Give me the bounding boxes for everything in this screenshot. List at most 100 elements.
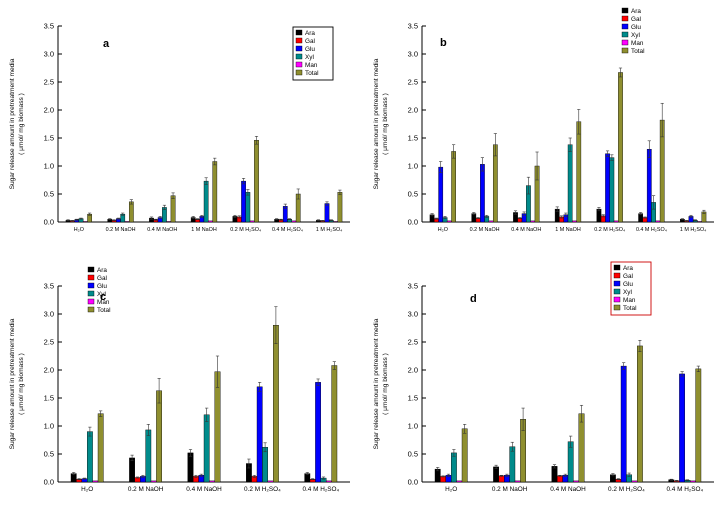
legend-label-man: Man: [305, 62, 318, 69]
bar-man: [573, 480, 579, 483]
legend-swatch-total: [621, 47, 629, 54]
bar-man: [208, 220, 213, 223]
y-tick-label: 0.0: [44, 218, 54, 227]
chart-svg-d: 0.0 0.5 1.0 1.5 2.0 2.5 3.0 3.5 H₂O 0.2 M NaOH 0.4…: [373, 261, 714, 493]
bar-glu: [646, 148, 652, 223]
y-tick-label: 2.0: [408, 106, 418, 115]
bar-xyl: [450, 452, 457, 483]
x-tick-label: 0.4 M H₂SO₄: [272, 227, 303, 233]
legend-label-xyl: Xyl: [631, 32, 640, 39]
bar-man: [150, 480, 157, 483]
legend-swatch-total: [295, 69, 303, 76]
x-tick-label: 0.2 M NaOH: [492, 486, 528, 493]
legend-label-total: Total: [623, 305, 637, 312]
legend-label-total: Total: [305, 70, 319, 77]
bar-xyl: [86, 431, 93, 483]
bar-man: [631, 480, 638, 483]
bar-ara: [551, 466, 558, 483]
bar-xyl: [145, 429, 152, 483]
bar-total: [337, 192, 343, 223]
y-axis-title: Sugar release amount in pretreatment med…: [9, 58, 16, 189]
legend-label-total: Total: [97, 307, 111, 314]
legend-swatch-gal: [613, 272, 621, 279]
legend-swatch-man: [613, 296, 621, 303]
y-tick-label: 3.5: [44, 282, 54, 291]
bar-man: [446, 220, 452, 223]
y-tick-label: 0.0: [408, 218, 418, 227]
bar-glu: [679, 373, 685, 483]
y-tick-label: 3.0: [44, 50, 54, 59]
legend-label-gal: Gal: [305, 38, 315, 45]
bar-xyl: [609, 157, 615, 223]
x-tick-label: 0.4 M NaOH: [147, 227, 177, 233]
bar-total: [331, 365, 338, 483]
x-tick-label: 0.4 M NaOH: [550, 486, 586, 493]
bar-man: [92, 480, 99, 483]
bar-ara: [493, 466, 499, 483]
x-tick-label: H₂O: [438, 227, 448, 233]
y-tick-label: 3.0: [408, 50, 418, 59]
bar-total: [156, 390, 162, 483]
bar-xyl: [203, 414, 210, 483]
legend-swatch-ara: [621, 7, 629, 14]
y-tick-label: 2.5: [408, 78, 418, 87]
bar-man: [572, 220, 577, 223]
legend-label-ara: Ara: [305, 30, 315, 37]
bar-total: [695, 368, 702, 483]
bar-xyl: [203, 180, 209, 223]
chart-panel-c: 0.0 0.5 1.0 1.5 2.0 2.5 3.0 3.5 H₂O 0.2 M NaOH 0.4…: [0, 260, 364, 521]
chart-panel-d: 0.0 0.5 1.0 1.5 2.0 2.5 3.0 3.5 H₂O 0.2 M NaOH 0.4…: [364, 260, 728, 521]
legend-label-gal: Gal: [631, 16, 641, 23]
bar-man: [326, 480, 332, 483]
legend-swatch-man: [295, 61, 303, 68]
bar-man: [655, 220, 661, 223]
x-tick-label: 0.4 M NaOH: [511, 227, 541, 233]
legend-label-glu: Glu: [631, 24, 641, 31]
legend-label-xyl: Xyl: [623, 289, 632, 296]
bar-glu: [256, 386, 263, 483]
bar-ara: [129, 457, 135, 483]
bar-man: [267, 480, 274, 483]
legend-label-glu: Glu: [97, 283, 107, 290]
bar-man: [488, 220, 494, 223]
y-axis-title: Sugar release amount in pretreatment med…: [9, 318, 16, 449]
legend-swatch-gal: [621, 15, 629, 22]
legend-swatch-glu: [621, 23, 629, 30]
bar-glu: [241, 180, 246, 223]
legend-label-ara: Ara: [631, 8, 641, 15]
y-tick-label: 1.0: [44, 162, 54, 171]
y-tick-label: 1.0: [408, 422, 418, 431]
bar-xyl: [245, 192, 251, 223]
y-tick-label: 1.5: [44, 134, 54, 143]
legend-swatch-total: [613, 304, 621, 311]
y-axis-title-units: ( μmol/ mg biomass ): [18, 353, 25, 415]
panel-letter: c: [100, 291, 106, 303]
legend-label-ara: Ara: [623, 265, 633, 272]
bar-glu: [605, 153, 610, 223]
y-tick-label: 1.0: [408, 162, 418, 171]
bar-man: [333, 221, 338, 223]
y-tick-label: 2.0: [408, 366, 418, 375]
x-tick-label: 0.2 M NaOH: [106, 227, 136, 233]
y-tick-label: 3.0: [408, 310, 418, 319]
legend-swatch-glu: [613, 280, 621, 287]
x-tick-label: 1 M NaOH: [555, 227, 581, 233]
y-tick-label: 0.5: [44, 450, 54, 459]
legend-label-xyl: Xyl: [97, 291, 106, 298]
y-axis-title-units: ( μmol/ mg biomass ): [382, 353, 389, 415]
legend-swatch-gal: [87, 274, 95, 281]
bar-man: [291, 220, 297, 223]
y-tick-label: 0.5: [408, 450, 418, 459]
y-tick-label: 0.0: [44, 478, 54, 487]
x-tick-label: 0.2 M H₂SO₄: [230, 227, 261, 233]
x-tick-label: 0.2 M H₂SO₄: [244, 486, 281, 493]
bar-man: [690, 480, 696, 483]
bar-xyl: [509, 446, 516, 483]
legend-box: [292, 26, 334, 81]
legend-swatch-xyl: [613, 288, 621, 295]
y-axis-title-units: ( μmol/ mg biomass ): [18, 93, 25, 155]
legend-swatch-xyl: [621, 31, 629, 38]
bar-man: [166, 221, 172, 223]
bar-glu: [438, 166, 444, 223]
legend-label-ara: Ara: [97, 267, 107, 274]
